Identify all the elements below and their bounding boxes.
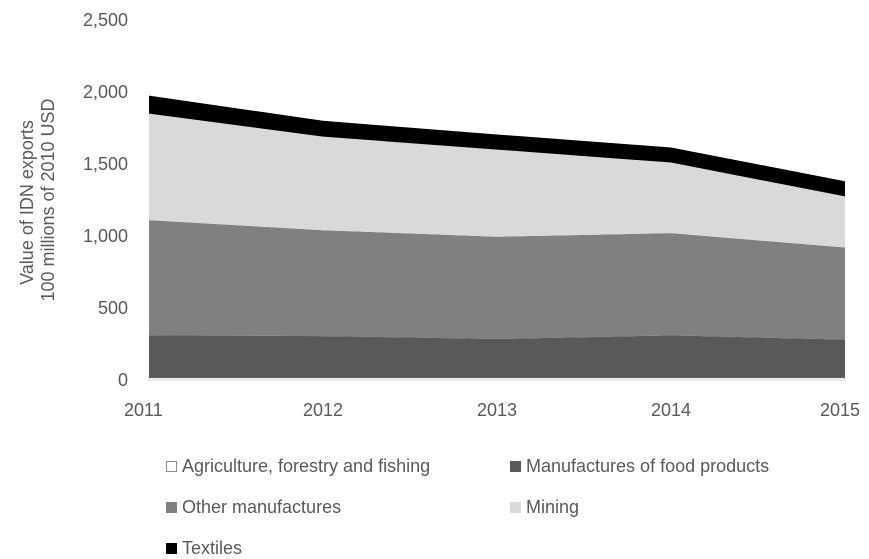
x-tick-label: 2014 (651, 400, 691, 420)
legend-label: Agriculture, forestry and fishing (182, 456, 431, 476)
y-tick-label: 500 (98, 298, 128, 318)
legend-swatch (166, 461, 177, 472)
x-tick-label: 2012 (303, 400, 343, 420)
area-series-4 (149, 95, 845, 197)
y-tick-label: 1,500 (83, 154, 128, 174)
area-series-1 (149, 335, 845, 378)
legend-item: Manufactures of food products (510, 456, 769, 477)
x-tick-label: 2013 (477, 400, 517, 420)
x-tick-label: 2011 (124, 400, 163, 420)
stacked-areas (148, 95, 846, 381)
legend-label: Textiles (182, 538, 243, 558)
y-axis-title-line-1: Value of IDN exports (17, 120, 37, 285)
legend-swatch (510, 461, 521, 472)
y-axis-title-line-2: 100 millions of 2010 USD (38, 98, 58, 301)
legend-item: Other manufactures (166, 497, 341, 518)
legend-swatch (166, 502, 177, 513)
legend-label: Other manufactures (182, 497, 342, 517)
y-tick-label: 1,000 (83, 226, 128, 246)
y-axis-title: Value of IDN exports 100 millions of 201… (17, 98, 58, 301)
y-tick-label: 0 (118, 370, 128, 390)
legend-item: Agriculture, forestry and fishing (166, 456, 430, 477)
y-tick-label: 2,000 (83, 82, 128, 102)
area-series-2 (149, 220, 845, 340)
legend-swatch (510, 502, 521, 513)
x-axis-ticks: 2011 2012 2013 2014 2015 (124, 400, 860, 420)
x-tick-label: 2015 (820, 400, 860, 420)
legend-item: Mining (510, 497, 579, 518)
legend-label: Manufactures of food products (526, 456, 770, 476)
legend-label: Mining (526, 497, 580, 517)
legend-item: Textiles (166, 538, 242, 559)
y-tick-label: 2,500 (83, 10, 128, 30)
area-series-3 (149, 113, 845, 248)
y-axis-ticks: 0 500 1,000 1,500 2,000 2,500 (83, 10, 128, 390)
legend-swatch (166, 543, 177, 554)
